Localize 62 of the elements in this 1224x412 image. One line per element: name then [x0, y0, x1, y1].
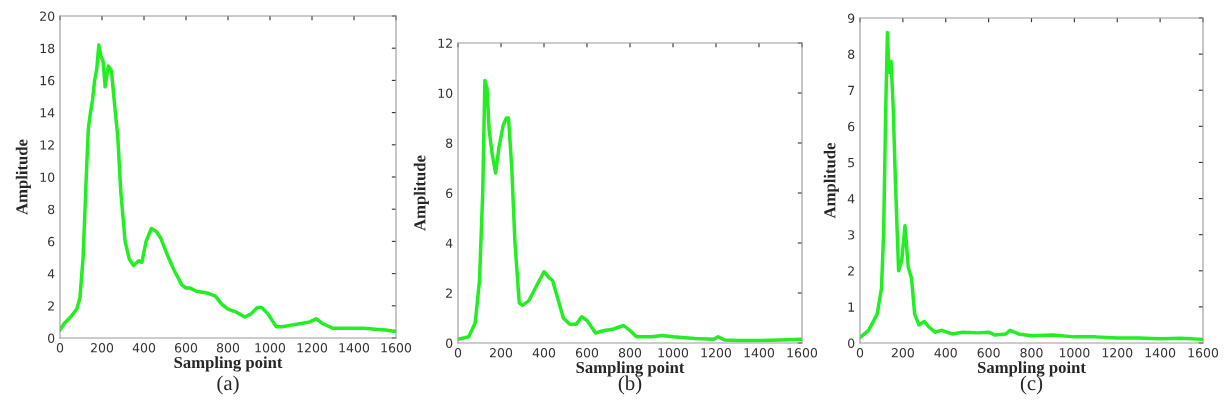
x-tick-label: 800 — [618, 348, 642, 358]
text: (a) — [217, 375, 239, 395]
y-tick-label: 9 — [847, 13, 855, 23]
y-tick-label: 6 — [848, 121, 855, 132]
y-tick-label: 2 — [446, 288, 452, 298]
y-axis-title: Amplitude — [15, 139, 31, 215]
x-tick-label: 400 — [934, 348, 957, 358]
y-tick-label: 12 — [438, 38, 452, 48]
y-tick-label: 14 — [40, 108, 55, 118]
x-tick-label: 1600 — [1188, 348, 1219, 358]
x-tick-label: 200 — [90, 343, 114, 353]
y-tick-label: 4 — [445, 238, 453, 248]
y-axis-title: Amplitude — [413, 155, 429, 231]
x-tick-label: 600 — [575, 348, 599, 358]
y-tick-label: 10 — [40, 172, 55, 182]
x-tick-label: 400 — [532, 348, 556, 358]
x-axis-title: Sampling point — [174, 356, 283, 372]
x-tick-label: 1400 — [1145, 348, 1176, 358]
x-tick-label: 1000 — [255, 343, 286, 353]
y-tick-label: 0 — [48, 333, 55, 343]
x-tick-label: 200 — [891, 348, 914, 358]
x-tick-label: 1400 — [744, 348, 775, 358]
y-tick-label: 20 — [40, 11, 55, 21]
x-tick-label: 800 — [216, 343, 240, 353]
y-axis-title: Amplitude — [823, 142, 839, 219]
line-series — [60, 43, 396, 334]
x-tick-label: 1600 — [787, 348, 818, 358]
y-tick-label: 4 — [847, 194, 855, 204]
x-tick-label: 1200 — [1102, 348, 1133, 358]
x-tick-label: 1200 — [701, 348, 732, 358]
y-tick-label: 7 — [848, 85, 855, 95]
y-tick-label: 8 — [446, 138, 453, 148]
x-tick-label: 600 — [174, 343, 198, 353]
x-tick-label: 1000 — [1059, 348, 1090, 358]
y-tick-label: 10 — [438, 88, 453, 98]
x-tick-label: 1200 — [297, 343, 328, 353]
y-tick-label: 6 — [446, 188, 453, 198]
y-tick-label: 1 — [848, 302, 854, 312]
y-tick-label: 3 — [848, 230, 855, 240]
y-tick-label: 2 — [48, 301, 54, 311]
y-tick-label: 2 — [848, 266, 854, 276]
x-tick-label: 1400 — [339, 343, 370, 353]
x-tick-label: 0 — [454, 348, 462, 358]
x-tick-label: 600 — [977, 348, 1000, 358]
x-tick-label: 400 — [132, 343, 156, 353]
y-tick-label: 6 — [48, 236, 55, 247]
y-tick-label: 12 — [40, 140, 54, 150]
x-tick-label: 1600 — [381, 343, 412, 353]
y-tick-label: 16 — [40, 75, 55, 86]
y-tick-label: 8 — [48, 204, 55, 215]
x-tick-label: 1000 — [658, 348, 689, 358]
y-tick-label: 8 — [848, 49, 855, 60]
x-tick-label: 0 — [56, 343, 64, 353]
text: (b) — [618, 375, 642, 395]
x-axis-title: Sampling point — [576, 361, 685, 377]
x-tick-label: 200 — [489, 348, 513, 358]
x-tick-label: 0 — [856, 348, 864, 358]
y-tick-label: 4 — [47, 269, 55, 279]
x-axis-title: Sampling point — [977, 361, 1086, 377]
y-tick-label: 5 — [848, 158, 855, 168]
x-tick-label: 800 — [1020, 348, 1043, 358]
y-tick-label: 18 — [40, 43, 55, 54]
